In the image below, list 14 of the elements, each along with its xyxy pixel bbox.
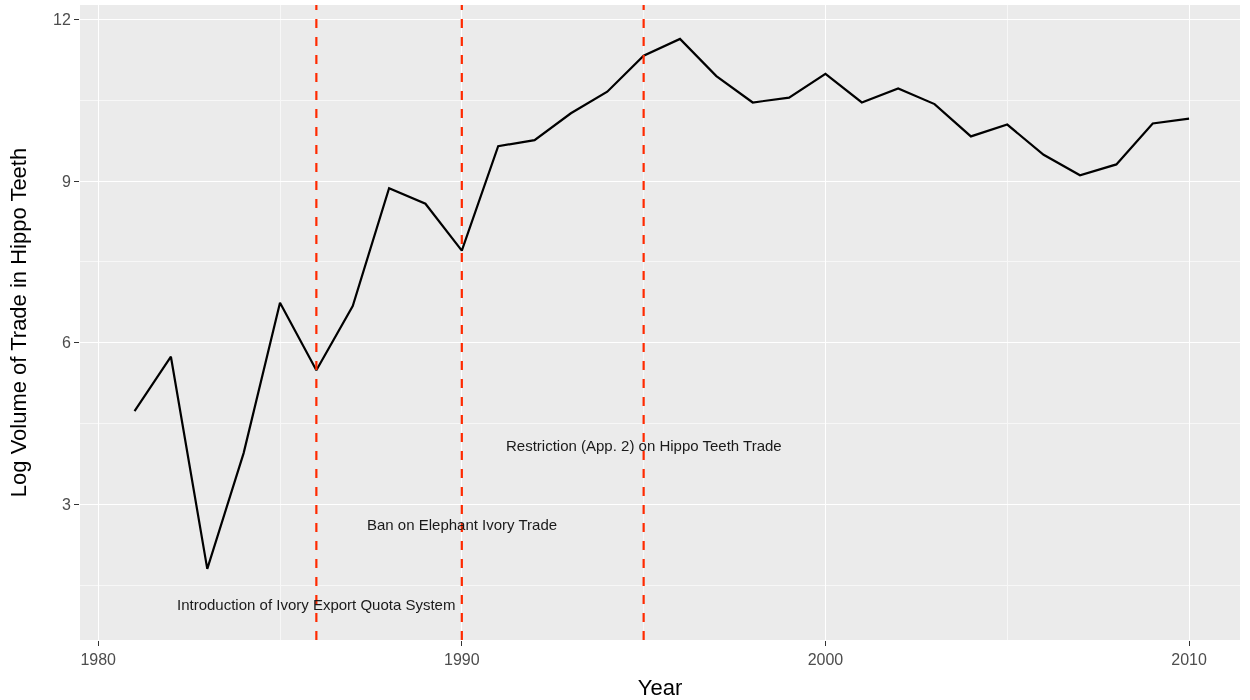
x-axis-title: Year bbox=[637, 675, 683, 700]
line-series bbox=[133, 37, 1191, 571]
x-tick-label: 2000 bbox=[807, 651, 844, 669]
x-tick-label: 1990 bbox=[444, 651, 480, 669]
ref-line-label: Introduction of Ivory Export Quota System bbox=[177, 596, 456, 613]
y-tick-label: 9 bbox=[61, 172, 71, 190]
ref-line-label: Restriction (App. 2) on Hippo Teeth Trade bbox=[506, 437, 782, 454]
y-tick-label: 6 bbox=[61, 334, 71, 352]
y-tick-label: 3 bbox=[61, 495, 71, 513]
y-tick-label: 12 bbox=[53, 11, 71, 29]
x-tick-label: 2010 bbox=[1171, 651, 1207, 669]
x-tick-label: 1980 bbox=[80, 651, 117, 669]
ref-line-label: Ban on Elephant Ivory Trade bbox=[367, 516, 558, 533]
y-axis-title: Log Volume of Trade in Hippo Teeth bbox=[6, 147, 31, 498]
